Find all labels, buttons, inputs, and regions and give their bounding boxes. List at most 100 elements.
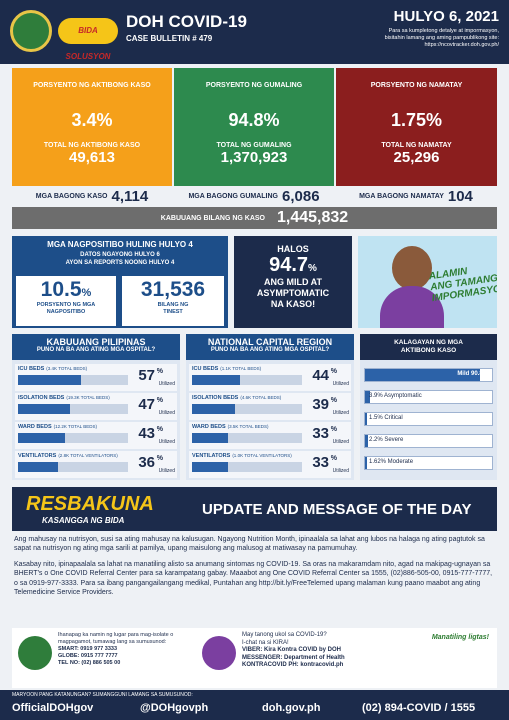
total-label: KABUUANG BILANG NG KASO [160,214,266,222]
label: (2.8K TOTAL VENTILATORS) [58,453,118,458]
tested-card: 31,536 BILANG NG TINEST [122,276,224,326]
capacity-row: ICU BEDS (3.4K TOTAL BEDS) 57% Utilized [15,364,177,391]
rate-label: PORSYENTO NG MGA [36,302,96,308]
new-cases: MGA BAGONG KASO 4,114 [12,188,172,205]
hospital-panel: NATIONAL CAPITAL REGION PUNO NA BA ANG AT… [186,334,354,480]
sev-title: AKTIBONG KASO [400,347,457,354]
label: WARD BEDS [18,424,52,430]
link[interactable]: @DOHgovph [140,702,209,714]
severity-row: Mild 90.8% [364,368,493,382]
row-label: ICU BEDS (1.1K TOTAL BEDS) [192,366,261,372]
percent: 33 [312,425,329,442]
percent: 33 [312,454,329,471]
bar [365,369,481,381]
capacity-row: VENTILATORS (1.0K TOTAL VENTILATORS) 33% Ut… [189,451,351,478]
unit: % [330,368,337,375]
link[interactable]: (02) 894-COVID / 1555 [362,702,476,714]
severity-label: 2.2% Severe [369,437,404,443]
line: GLOBE: 0915 777 7777 [58,653,118,659]
capacity-row: WARD BEDS (12.2K TOTAL BEDS) 43% Utilized [15,422,177,449]
label: ISOLATION BEDS [18,395,65,401]
capacity-row: VENTILATORS (2.8K TOTAL VENTILATORS) 36% Ut… [15,451,177,478]
bar [365,413,367,425]
bulletin-no: CASE BULLETIN # 479 [126,34,213,43]
utilized: Utilized [158,410,175,416]
summary-box: PORSYENTO NG AKTIBONG KASO 3.4% TOTAL NG A… [12,68,172,186]
label: (1.0K TOTAL VENTILATORS) [232,453,292,458]
line: SMART: 0919 977 3333 [58,646,118,652]
link[interactable]: doh.gov.ph [262,702,321,714]
note-line: Para sa kumpletong detalye at impormasyo… [388,28,499,34]
link[interactable]: OfficialDOHgov [12,702,94,714]
utilized: Utilized [158,381,175,387]
box-label: PORSYENTO NG GUMALING [205,82,303,89]
panel-sub: PUNO NA BA ANG ATING MGA OSPITAL? [210,347,330,353]
paragraph: Ang mahusay na nutrisyon, susi sa ating … [14,536,485,553]
bar-track [18,375,128,385]
bar [18,375,81,385]
box-label: PORSYENTO NG NAMATAY [370,82,463,89]
bar [192,462,229,472]
tested: 31,536 [140,278,206,301]
severity-row: 2.2% Severe [364,434,493,448]
box-value: 1.75% [336,91,497,142]
label: (12.2K TOTAL BEDS) [53,424,97,429]
summary-box: PORSYENTO NG NAMATAY 1.75% TOTAL NG NAMATA… [336,68,497,186]
banner: ALAMIN ANG TAMANG IMPORMASYON [358,236,497,328]
box-label: PORSYENTO NG AKTIBONG KASO [33,82,151,89]
person-head [392,246,432,290]
intro: I-chat na si KIRA! [242,639,289,646]
mild-rest: NA KASO! [270,299,316,309]
capacity-row: ISOLATION BEDS (4.6K TOTAL BEDS) 39% Utiliz… [189,393,351,420]
total: 1,370,923 [220,149,288,166]
label: (4.6K TOTAL BEDS) [240,395,282,400]
bar-track [192,404,302,414]
positivity: MGA NAGPOSITIBO HULING HULYO 4 DATOS NGA… [12,236,228,328]
new: 104 [447,188,473,205]
value: 94.8 [228,110,264,130]
kira-icon [202,636,236,670]
new: 4,114 [111,188,149,205]
summary-box: PORSYENTO NG GUMALING 94.8% TOTAL NG GUMAL… [174,68,334,186]
rate-unit: % [81,287,92,299]
banner-text: ALAMIN ANG TAMANG IMPORMASYON [428,261,497,304]
total-label: TOTAL NG NAMATAY [381,142,452,149]
utilized: Utilized [332,439,349,445]
bar [365,435,368,447]
label: ICU BEDS [18,366,45,372]
row-label: VENTILATORS (2.8K TOTAL VENTILATORS) [18,453,118,459]
value: 1.75 [390,110,427,130]
unit: % [156,426,163,433]
tested-label: BILANG NG [157,302,189,308]
bar [192,404,235,414]
row-label: ISOLATION BEDS (4.6K TOTAL BEDS) [192,395,281,401]
label: (3.5K TOTAL BEDS) [227,424,269,429]
row-label: WARD BEDS (12.2K TOTAL BEDS) [18,424,97,430]
mild-value: 94.7 [269,254,309,276]
panel-title: NATIONAL CAPITAL REGION [207,337,333,347]
total-label: TOTAL NG GUMALING [216,142,292,149]
row-label: ISOLATION BEDS (19.3K TOTAL BEDS) [18,395,110,401]
percent: 47 [138,396,155,413]
capacity-row: WARD BEDS (3.5K TOTAL BEDS) 33% Utilized [189,422,351,449]
mild-rest: ASYMPTOMATIC [256,288,330,298]
hospital-panel: KABUUANG PILIPINAS PUNO NA BA ANG ATING M… [12,334,180,480]
contact-right: May tanong ukol sa COVID-19? I-chat na si… [242,632,345,670]
note-line: bisitahin lamang ang aming pampublikong … [384,35,499,41]
line: KONTRACOVID PH: kontracovid.ph [242,662,344,669]
row-label: WARD BEDS (3.5K TOTAL BEDS) [192,424,268,430]
footer: MARYOON PANG KATANUNGAN? SUMANGGUNI LAMA… [0,690,509,720]
new: MGA BAGONG GUMALING [188,193,279,200]
label: WARD BEDS [192,424,226,430]
utilized: Utilized [158,439,175,445]
date: HULYO 6, 2021 [393,8,499,25]
brand-sub: KASANGGA NG BIDA [42,516,125,525]
mild-unit: % [308,263,317,274]
bar [365,457,368,469]
utilized: Utilized [332,468,349,474]
bar [18,404,70,414]
box-value: 3.4% [12,91,172,142]
intro: May tanong ukol sa COVID-19? [242,632,327,638]
label: VENTILATORS [192,453,231,459]
label: (1.1K TOTAL BEDS) [220,366,262,371]
